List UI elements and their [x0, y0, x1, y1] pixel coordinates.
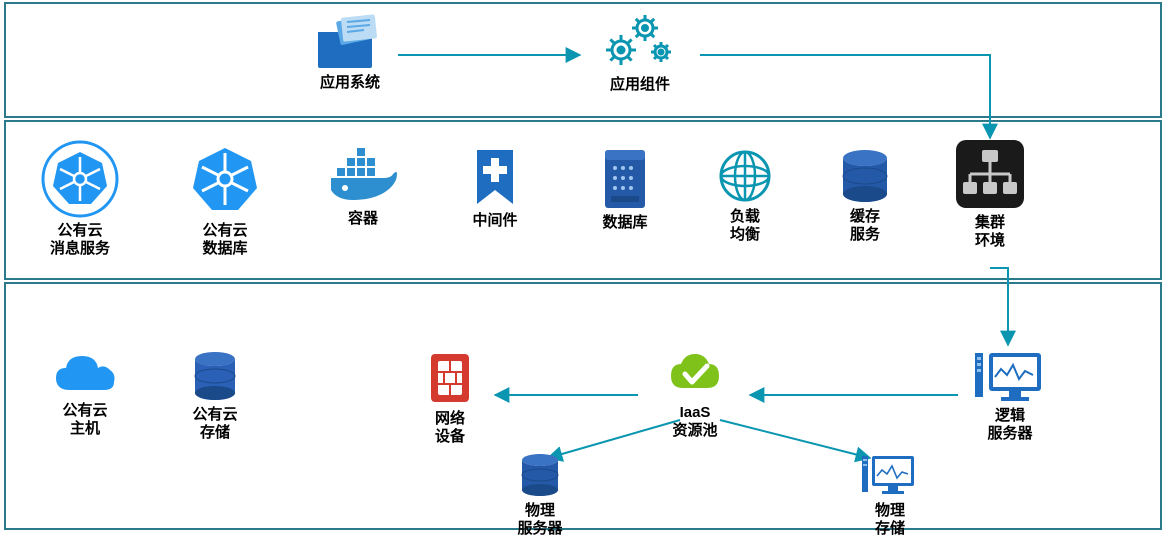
node-pub-storage: 公有云 存储: [165, 350, 265, 442]
pub-host-label: 公有云 主机: [35, 402, 135, 438]
k8s-wheel-icon: [186, 140, 264, 218]
netdev-label: 网络 设备: [405, 410, 495, 446]
cloud-icon: [50, 350, 120, 398]
node-phys-storage: 物理 存储: [840, 452, 940, 538]
node-cache: 缓存 服务: [820, 148, 910, 244]
node-app-system: 应用系统: [300, 12, 400, 92]
monitor-small-icon: [860, 452, 920, 498]
ship-icon: [325, 148, 401, 206]
middleware-label: 中间件: [450, 212, 540, 230]
node-pub-db: 公有云 数据库: [165, 140, 285, 258]
node-app-component: 应用组件: [580, 12, 700, 94]
pub-db-label: 公有云 数据库: [165, 222, 285, 258]
cylinder-db-icon: [839, 148, 891, 204]
server-rack-icon: [601, 148, 649, 210]
node-netdev: 网络 设备: [405, 350, 495, 446]
loadbalance-label: 负载 均衡: [700, 208, 790, 244]
firewall-icon: [425, 350, 475, 406]
logic-server-label: 逻辑 服务器: [960, 407, 1060, 443]
cluster-box-icon: [954, 138, 1026, 210]
node-pub-msg: 公有云 消息服务: [20, 140, 140, 258]
cluster-label: 集群 环境: [940, 214, 1040, 250]
bookmark-plus-icon: [471, 148, 519, 208]
phys-server-label: 物理 服务器: [490, 502, 590, 538]
cache-label: 缓存 服务: [820, 208, 910, 244]
container-label: 容器: [318, 210, 408, 228]
node-logic-server: 逻辑 服务器: [960, 345, 1060, 443]
app-system-label: 应用系统: [300, 74, 400, 92]
storage-cylinder-icon: [189, 350, 241, 402]
monitor-icon: [973, 345, 1047, 403]
database-label: 数据库: [580, 214, 670, 232]
pub-storage-label: 公有云 存储: [165, 406, 265, 442]
k8s-wheel-circle-icon: [41, 140, 119, 218]
node-loadbalance: 负载 均衡: [700, 148, 790, 244]
node-cluster: 集群 环境: [940, 138, 1040, 250]
node-database: 数据库: [580, 148, 670, 232]
node-middleware: 中间件: [450, 148, 540, 230]
node-pub-host: 公有云 主机: [35, 350, 135, 438]
gears-icon: [601, 12, 679, 72]
folder-files-icon: [314, 12, 386, 70]
node-phys-server: 物理 服务器: [490, 452, 590, 538]
globe-icon: [717, 148, 773, 204]
pub-msg-label: 公有云 消息服务: [20, 222, 140, 258]
iaas-label: IaaS 资源池: [640, 404, 750, 440]
phys-cylinder-icon: [517, 452, 563, 498]
app-component-label: 应用组件: [580, 76, 700, 94]
phys-storage-label: 物理 存储: [840, 502, 940, 538]
node-iaas: IaaS 资源池: [640, 350, 750, 440]
check-badge-icon: [665, 350, 725, 400]
node-container: 容器: [318, 148, 408, 228]
